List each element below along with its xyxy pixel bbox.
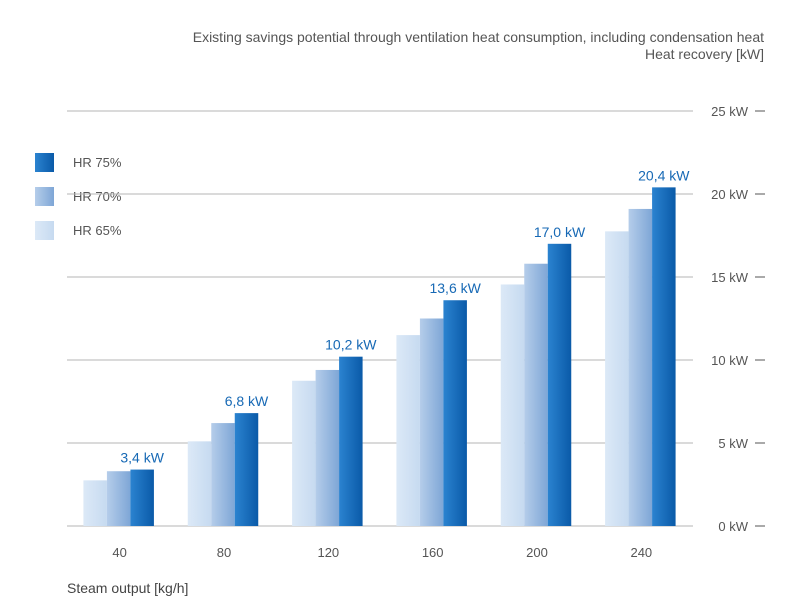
bar-hr-70--200 (524, 263, 548, 526)
y-tick-label: 15 kW (711, 270, 749, 285)
x-axis-label: Steam output [kg/h] (67, 580, 189, 596)
bar-hr-65--240 (605, 231, 629, 526)
bar-hr-70--40 (106, 471, 131, 526)
y-tick-label: 20 kW (711, 187, 749, 202)
legend-label: HR 65% (73, 222, 122, 238)
bar-hr-75--120 (339, 356, 363, 526)
data-label: 13,6 kW (429, 280, 481, 296)
x-tick-label: 200 (526, 545, 548, 560)
legend-label: HR 70% (73, 188, 122, 204)
x-tick-label: 240 (630, 545, 652, 560)
bar-hr-75--160 (443, 300, 467, 526)
data-label: 10,2 kW (325, 337, 377, 353)
legend-swatch (35, 220, 54, 240)
legend-item: HR 70% (35, 186, 121, 206)
legend-label: HR 75% (73, 154, 122, 170)
y-tick-label: 25 kW (711, 104, 749, 119)
bar-hr-65--120 (292, 380, 316, 526)
y-tick-label: 5 kW (718, 436, 748, 451)
bar-hr-65--80 (187, 441, 212, 526)
bar-hr-70--120 (315, 369, 340, 526)
bar-hr-75--200 (547, 243, 572, 527)
legend: HR 75% HR 70% HR 65% (35, 152, 121, 254)
x-tick-label: 160 (422, 545, 444, 560)
data-label: 6,8 kW (225, 393, 269, 409)
bar-hr-65--160 (396, 335, 420, 526)
x-tick-label: 120 (317, 545, 339, 560)
chart-title: Existing savings potential through venti… (192, 29, 764, 45)
bar-hr-70--240 (628, 208, 653, 526)
bar-hr-75--80 (234, 413, 259, 526)
chart-title-block: Existing savings potential through venti… (193, 29, 764, 63)
legend-item: HR 65% (35, 220, 121, 240)
y-tick-label: 0 kW (718, 519, 748, 534)
bar-hr-65--40 (83, 480, 107, 526)
bar-hr-65--200 (500, 284, 525, 526)
legend-swatch (35, 186, 54, 206)
legend-item: HR 75% (35, 152, 121, 172)
bar-hr-70--160 (419, 318, 444, 526)
data-label: 20,4 kW (638, 167, 690, 183)
bar-hr-70--80 (211, 423, 235, 526)
bar-hr-75--240 (652, 187, 676, 527)
y-tick-label: 10 kW (711, 353, 749, 368)
bar-hr-75--40 (130, 469, 154, 526)
legend-swatch (35, 152, 54, 172)
data-label: 3,4 kW (120, 450, 164, 466)
x-tick-label: 80 (217, 545, 231, 560)
data-label: 17,0 kW (534, 224, 586, 240)
x-tick-label: 40 (112, 545, 126, 560)
chart-subtitle: Heat recovery [kW] (644, 46, 764, 62)
